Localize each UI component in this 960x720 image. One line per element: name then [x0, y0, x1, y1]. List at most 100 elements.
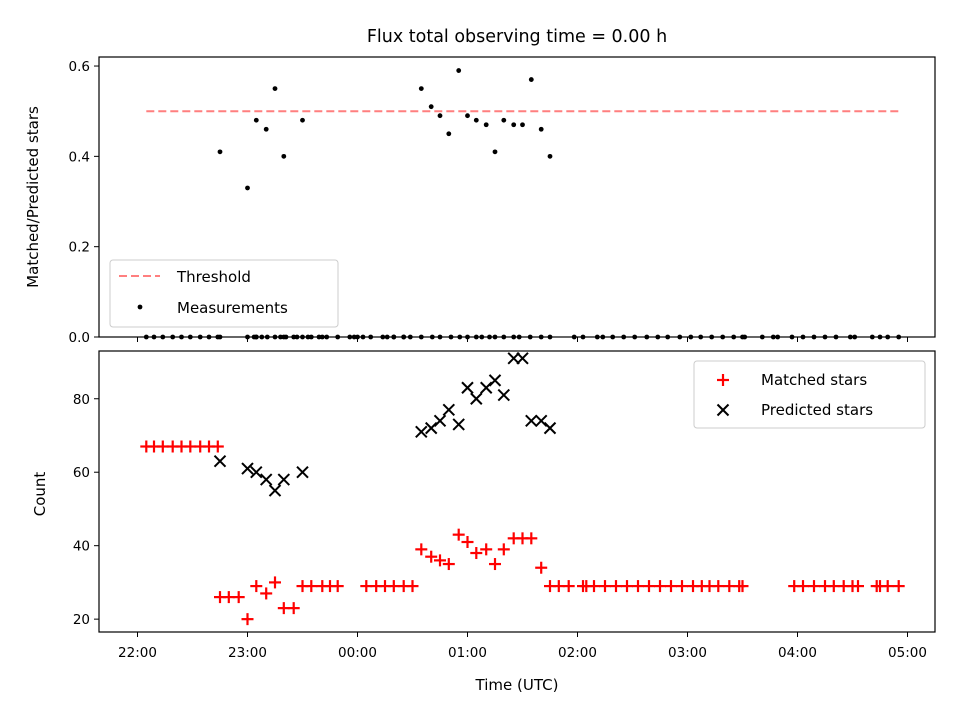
- top-x-axis-ticks: [137, 337, 908, 342]
- measurement-point: [528, 77, 534, 82]
- measurement-point: [272, 86, 278, 92]
- x-tick-label: 23:00: [228, 645, 267, 661]
- x-axis-label: Time (UTC): [475, 676, 559, 694]
- matched-stars-point: [881, 580, 894, 593]
- matched-stars-point: [535, 561, 548, 574]
- matched-stars-point: [269, 576, 281, 589]
- matched-stars-point: [654, 580, 666, 593]
- bottom-panel: 20 40 60 80 22:00 23:00 00:00 01:00 02:00 03:00 0…: [31, 350, 936, 694]
- measurement-point: [501, 117, 507, 123]
- predicted-stars-point: [461, 381, 474, 394]
- matched-stars-point: [599, 580, 611, 593]
- matched-stars-point: [643, 580, 655, 593]
- measurement-point: [217, 149, 223, 155]
- top-y-tick-label: 0.2: [69, 240, 90, 256]
- matched-stars-point: [712, 580, 725, 593]
- predicted-stars-point: [452, 418, 465, 431]
- bottom-legend-box: [693, 360, 926, 429]
- matched-stars-point: [892, 580, 905, 593]
- matched-stars-point: [610, 580, 622, 593]
- matched-stars-point: [305, 580, 318, 593]
- predicted-stars-point: [507, 352, 520, 365]
- bottom-y-axis: 20 40 60 80: [73, 392, 99, 628]
- matched-stars-point: [442, 558, 455, 571]
- measurement-point: [446, 131, 452, 137]
- predicted-stars-point: [516, 352, 529, 365]
- matched-stars-point: [331, 580, 344, 593]
- bottom-legend: Matched stars Predicted stars: [693, 360, 926, 429]
- matched-stars-point: [621, 580, 633, 593]
- matched-stars-point: [632, 580, 644, 593]
- predicted-stars-point: [415, 425, 428, 439]
- matched-stars-point: [665, 580, 677, 593]
- matched-stars-point: [461, 536, 474, 549]
- measurement-point: [473, 117, 479, 123]
- predicted-stars-point: [268, 484, 282, 497]
- x-tick-label: 00:00: [338, 645, 377, 661]
- chart-title: Flux total observing time = 0.00 h: [367, 27, 667, 47]
- legend-matched-swatch: [717, 374, 729, 386]
- matched-stars-point: [736, 580, 749, 593]
- measurement-point: [418, 86, 424, 92]
- measurement-point: [437, 113, 443, 119]
- predicted-stars-point: [433, 414, 447, 427]
- top-legend-box: [109, 259, 339, 328]
- matched-stars-point: [588, 580, 600, 593]
- matched-stars-point: [434, 554, 446, 567]
- matched-stars-point: [452, 528, 465, 541]
- matched-stars-point: [808, 580, 820, 593]
- x-tick-label: 03:00: [668, 645, 707, 661]
- measurement-point: [538, 126, 544, 132]
- legend-predicted-swatch: [716, 403, 730, 417]
- legend-threshold-label: Threshold: [176, 268, 251, 286]
- matched-stars-point: [525, 532, 538, 545]
- matched-stars-point: [232, 591, 245, 604]
- x-tick-label: 22:00: [118, 645, 157, 661]
- predicted-stars-point: [497, 388, 511, 402]
- matched-stars-point: [250, 580, 263, 593]
- bottom-x-axis: 22:00 23:00 00:00 01:00 02:00 03:00 04:00 05:00: [118, 632, 927, 661]
- matched-stars-point: [470, 547, 483, 560]
- top-y-axis-label: Matched/Predicted stars: [24, 106, 42, 288]
- matched-stars-point: [562, 580, 575, 593]
- top-panel: 0.0 0.2 0.4 0.6 Matched/Predicted stars Thr…: [24, 56, 936, 346]
- predicted-stars-point: [277, 473, 291, 486]
- top-axes-frame: [98, 56, 936, 338]
- bottom-y-tick-label: 40: [73, 539, 90, 555]
- predicted-stars-point: [259, 473, 273, 486]
- top-y-tick-label: 0.0: [69, 330, 90, 346]
- top-y-tick-label: 0.6: [69, 59, 90, 75]
- bottom-plot-area: [140, 352, 905, 626]
- measurement-point: [281, 153, 287, 159]
- predicted-stars-point: [534, 414, 548, 427]
- predicted-stars-point: [213, 454, 227, 468]
- matched-stars-point: [241, 613, 254, 626]
- measurement-point: [428, 104, 434, 110]
- top-y-tick-label: 0.4: [69, 149, 90, 165]
- predicted-stars-point: [424, 421, 438, 435]
- bottom-y-tick-label: 60: [73, 465, 90, 481]
- matched-stars-point: [425, 550, 438, 563]
- matched-stars-point: [676, 580, 688, 593]
- measurement-point: [253, 117, 259, 123]
- predicted-stars-point: [296, 466, 309, 479]
- measurement-point: [511, 122, 517, 128]
- predicted-stars-point: [525, 414, 538, 427]
- measurement-point: [465, 113, 470, 119]
- x-tick-label: 02:00: [558, 645, 597, 661]
- predicted-stars-point: [442, 403, 456, 416]
- predicted-stars-point: [470, 392, 483, 405]
- top-y-axis: 0.0 0.2 0.4 0.6: [69, 59, 99, 346]
- legend-matched-label: Matched stars: [761, 371, 867, 389]
- matched-stars-point: [211, 440, 224, 453]
- matched-stars-point: [489, 558, 501, 571]
- measurement-point: [483, 122, 489, 128]
- measurement-point: [520, 122, 525, 128]
- matched-stars-point: [406, 580, 419, 593]
- matched-stars-point: [287, 602, 300, 615]
- predicted-stars-point: [479, 381, 493, 394]
- bottom-axes-frame: [98, 350, 936, 633]
- x-tick-label: 01:00: [448, 645, 487, 661]
